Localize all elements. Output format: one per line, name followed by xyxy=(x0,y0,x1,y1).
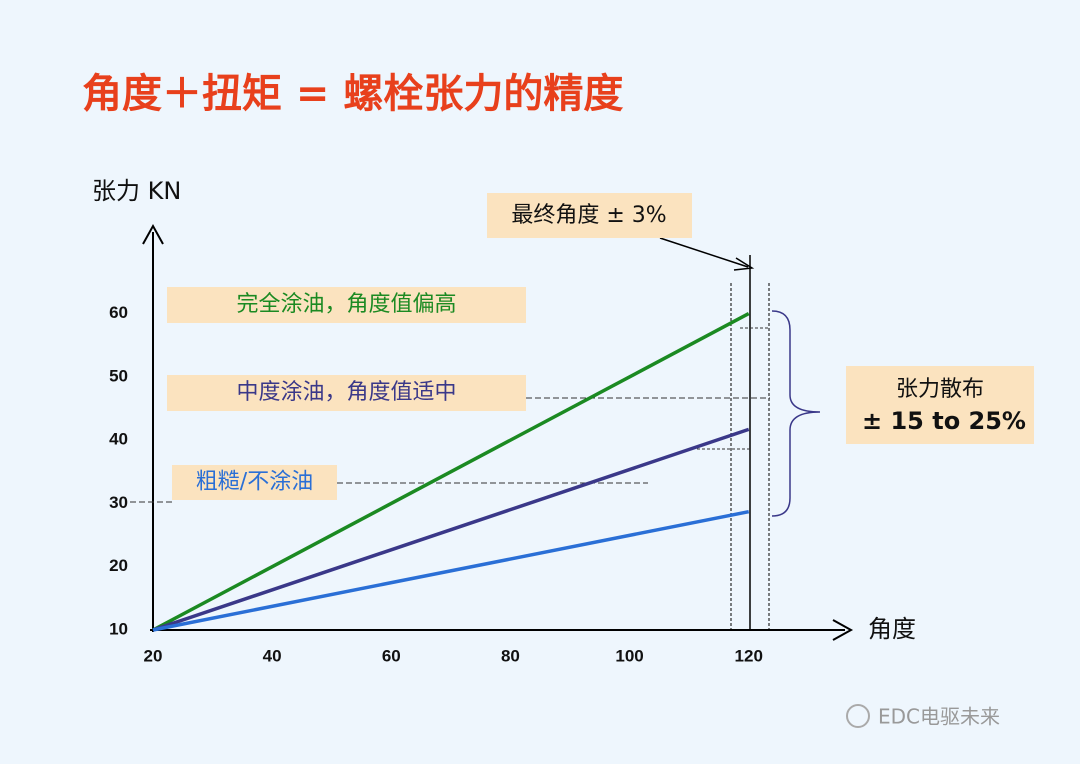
x-tick-label: 80 xyxy=(501,646,520,665)
y-tick-label: 30 xyxy=(109,493,128,512)
y-tick-label: 20 xyxy=(109,556,128,575)
annotation: 张力散布 xyxy=(896,377,984,402)
y-tick-label: 10 xyxy=(109,619,128,638)
label-box xyxy=(172,465,337,500)
series-line xyxy=(152,312,750,632)
x-tick-label: 20 xyxy=(144,646,163,665)
y-tick-label: 60 xyxy=(109,303,128,322)
series-line xyxy=(152,509,750,632)
watermark-icon xyxy=(846,704,870,728)
x-tick-label: 120 xyxy=(735,646,763,665)
annotation-arrow-head xyxy=(733,257,755,271)
x-axis-label: 角度 xyxy=(868,615,916,643)
x-tick-label: 60 xyxy=(382,646,401,665)
y-axis-label: 张力 KN xyxy=(92,177,181,205)
chart-title: 角度＋扭矩 = 螺栓张力的精度 xyxy=(82,71,623,117)
label-box xyxy=(167,375,526,411)
y-tick-label: 50 xyxy=(109,366,128,385)
series-label: 完全涂油，角度值偏高 xyxy=(236,292,456,317)
annotation-arrow xyxy=(659,237,749,268)
y-tick-label: 40 xyxy=(109,430,128,449)
x-axis-arrow xyxy=(832,619,854,641)
annotation-box xyxy=(487,193,692,238)
annotation: 最终角度 ± 3% xyxy=(511,203,666,228)
x-tick-label: 100 xyxy=(615,646,643,665)
annotation-box xyxy=(846,366,1034,444)
watermark: EDC电驱未来 xyxy=(878,705,1000,729)
label-box xyxy=(167,287,526,323)
brace xyxy=(771,310,821,517)
series-label: 粗糙/不涂油 xyxy=(196,470,313,495)
series-label: 中度涂油，角度值适中 xyxy=(236,380,456,405)
y-axis-arrow xyxy=(142,223,164,245)
x-tick-label: 40 xyxy=(263,646,282,665)
series-line xyxy=(152,427,750,632)
annotation: ± 15 to 25% xyxy=(862,407,1026,435)
